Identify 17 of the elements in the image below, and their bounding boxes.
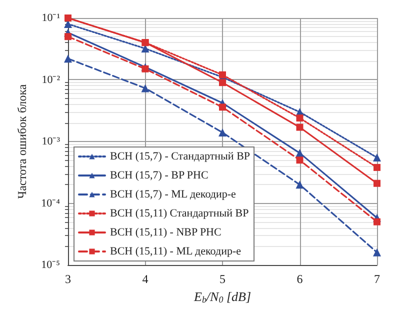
y-tick-label: 10⁻² xyxy=(42,74,61,86)
y-tick-label: 10⁻⁴ xyxy=(41,197,60,210)
y-tick-label: 10⁻¹ xyxy=(42,12,60,24)
y-tick-label: 10⁻³ xyxy=(42,136,61,148)
legend-label: BCH (15,7) - Стандартный BP xyxy=(110,150,250,162)
legend-label: BCH (15,7) - BP РНС xyxy=(110,170,208,182)
x-tick-label: 7 xyxy=(374,272,380,286)
legend-label: BCH (15,11) Стандартный BP xyxy=(110,208,249,220)
x-tick-label: 6 xyxy=(296,272,303,286)
x-tick-label: 5 xyxy=(220,272,226,286)
y-axis-title: Частота ошибок блока xyxy=(15,84,29,199)
x-tick-label: 4 xyxy=(142,272,148,286)
legend-label: BCH (15,11) - ML декодир-е xyxy=(110,246,242,258)
legend-label: BCH (15,11) - NBP РНС xyxy=(110,226,222,238)
y-tick-label: 10⁻⁵ xyxy=(41,259,60,271)
x-tick-label: 3 xyxy=(65,272,71,286)
legend-label: BCH (15,7) - ML декодир-е xyxy=(110,188,236,200)
